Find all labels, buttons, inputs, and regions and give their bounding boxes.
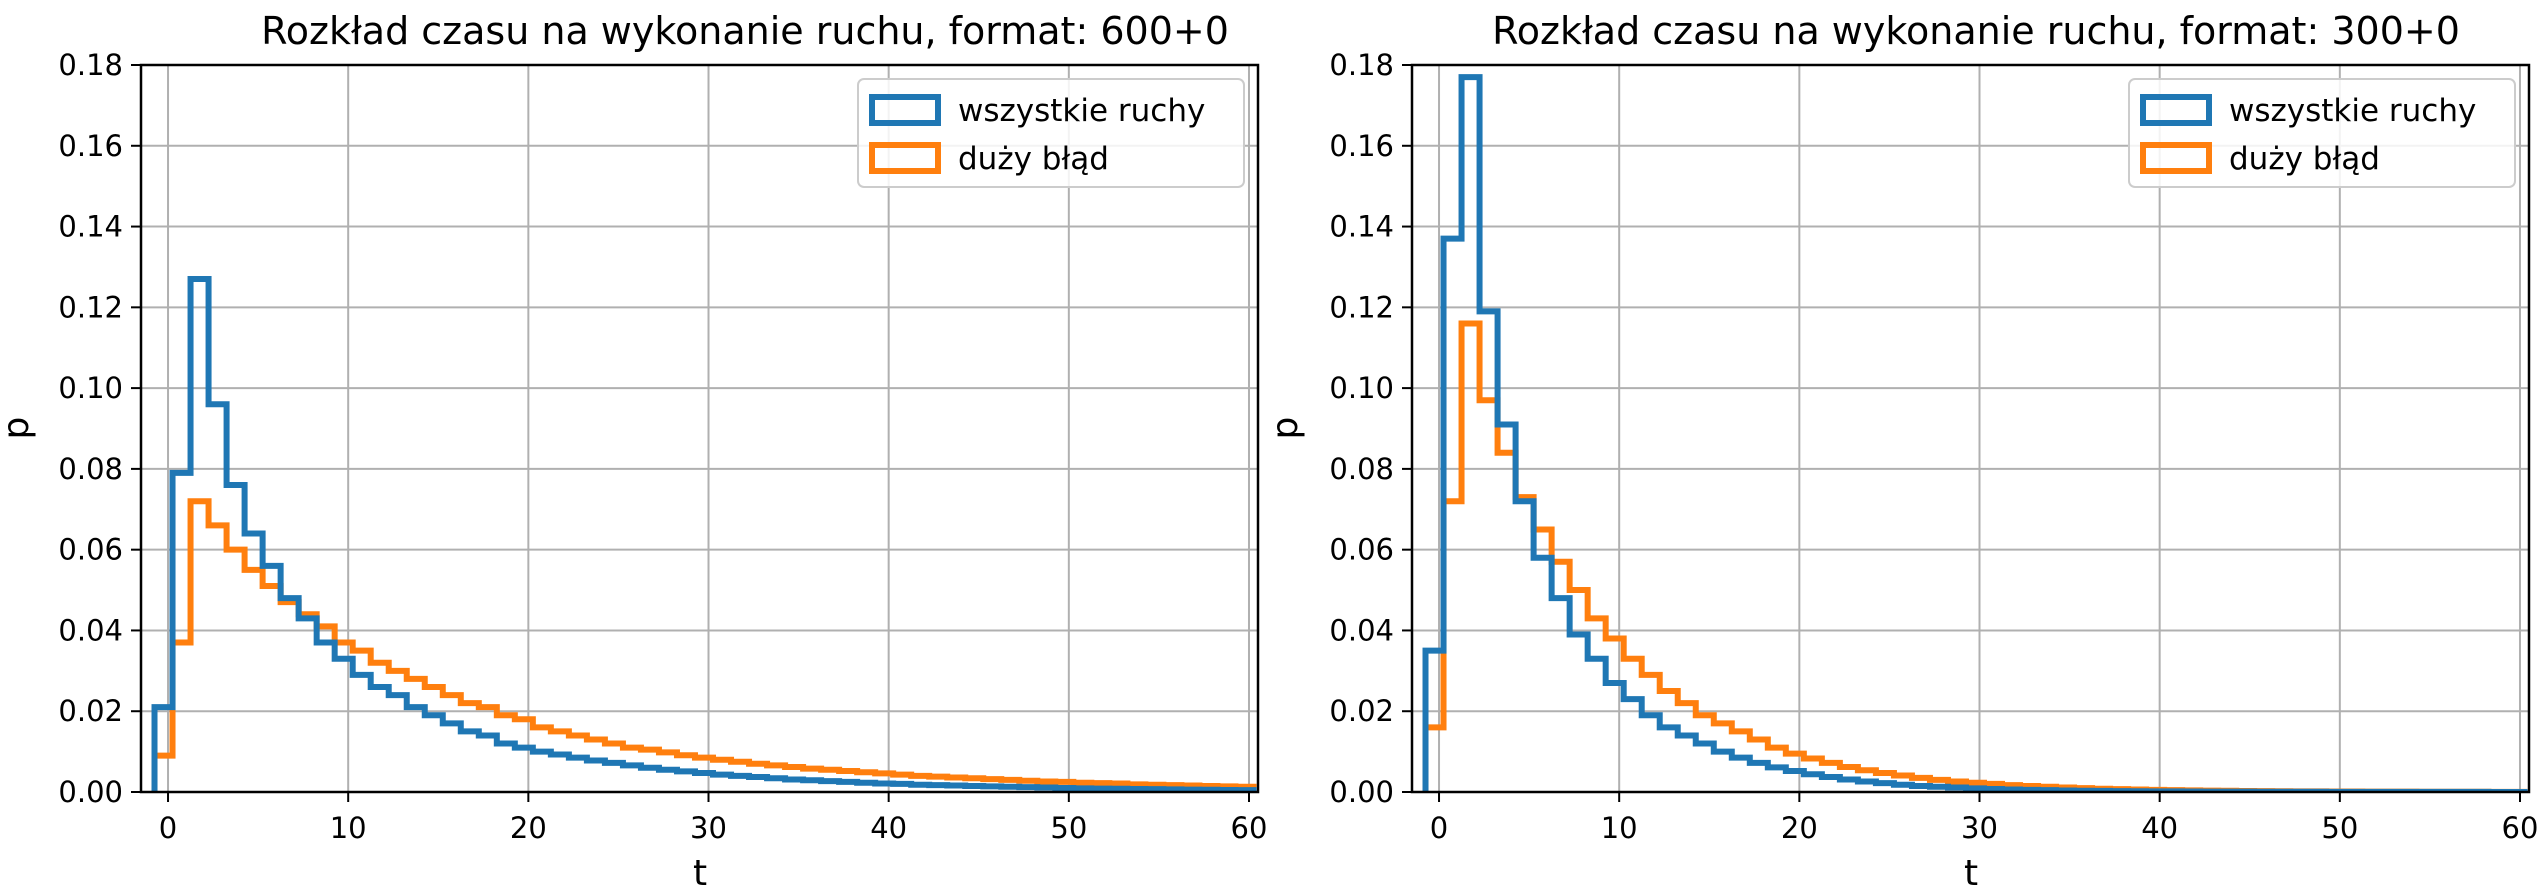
y-tick-label: 0.00 [1329, 775, 1394, 809]
x-tick-label: 0 [1430, 811, 1448, 845]
axes-frame [139, 63, 1260, 794]
x-tick-label: 10 [330, 811, 367, 845]
legend: wszystkie ruchy duży błąd [2128, 78, 2516, 188]
x-tick-label: 30 [1961, 811, 1998, 845]
legend-swatch [869, 94, 941, 126]
y-tick-label: 0.06 [58, 533, 123, 567]
y-tick-label: 0.08 [1329, 452, 1394, 486]
chart-title: Rozkład czasu na wykonanie ruchu, format… [261, 9, 1229, 53]
y-tick-label: 0.16 [58, 129, 123, 163]
y-tick-label: 0.16 [1329, 129, 1394, 163]
x-tick-label: 40 [870, 811, 907, 845]
axes-frame [1410, 63, 2531, 794]
x-tick-label: 20 [510, 811, 547, 845]
x-tick-label: 20 [1781, 811, 1818, 845]
y-tick-label: 0.18 [1329, 48, 1394, 82]
legend-label: wszystkie ruchy [958, 93, 1205, 129]
y-tick-label: 0.10 [58, 371, 123, 405]
chart-panel-600: Rozkład czasu na wykonanie ruchu, format… [0, 9, 1268, 894]
x-tick-label: 10 [1601, 811, 1638, 845]
x-tick-label: 30 [690, 811, 727, 845]
legend: wszystkie ruchy duży błąd [857, 78, 1245, 188]
histogram-step-wszystkie-ruchy [151, 276, 1257, 792]
legend-label: duży błąd [2229, 141, 2380, 177]
chart-title: Rozkład czasu na wykonanie ruchu, format… [1492, 9, 2460, 53]
y-tick-label: 0.14 [58, 210, 123, 244]
legend-swatch [2140, 142, 2212, 174]
y-tick-label: 0.14 [1329, 210, 1394, 244]
y-tick-label: 0.18 [58, 48, 123, 82]
legend-label: wszystkie ruchy [2229, 93, 2476, 129]
x-axis-label: t [693, 853, 707, 890]
legend-label: duży błąd [958, 141, 1109, 177]
y-tick-label: 0.10 [1329, 371, 1394, 405]
x-axis-ticks: 0 10 20 30 40 50 60 [1430, 792, 2539, 845]
y-axis-label: p [1265, 417, 1306, 440]
y-tick-label: 0.02 [1329, 694, 1394, 728]
legend-swatch [2140, 94, 2212, 126]
x-tick-label: 50 [2321, 811, 2358, 845]
y-tick-label: 0.12 [1329, 290, 1394, 324]
x-axis-ticks: 0 10 20 30 40 50 60 [159, 792, 1268, 845]
y-tick-label: 0.12 [58, 290, 123, 324]
y-tick-label: 0.04 [58, 613, 123, 647]
y-tick-label: 0.02 [58, 694, 123, 728]
x-tick-label: 40 [2141, 811, 2178, 845]
x-axis-label: t [1964, 853, 1978, 890]
x-tick-label: 60 [1231, 811, 1268, 845]
legend-box [2128, 78, 2516, 188]
x-tick-label: 50 [1050, 811, 1087, 845]
y-tick-label: 0.08 [58, 452, 123, 486]
x-tick-label: 0 [159, 811, 177, 845]
y-axis-ticks: 0.00 0.02 0.04 0.06 0.08 0.10 0.12 0.14 0.16 0.18 [58, 48, 141, 809]
y-tick-label: 0.00 [58, 775, 123, 809]
y-axis-label: p [0, 417, 37, 440]
legend-swatch [869, 142, 941, 174]
y-tick-label: 0.04 [1329, 613, 1394, 647]
histogram-step-duzy-blad [151, 498, 1257, 792]
y-axis-ticks: 0.00 0.02 0.04 0.06 0.08 0.10 0.12 0.14 0.16 0.18 [1329, 48, 1412, 809]
chart-panel-300: Rozkład czasu na wykonanie ruchu, format… [1265, 9, 2539, 894]
y-tick-label: 0.06 [1329, 533, 1394, 567]
histogram-step-duzy-blad [1422, 320, 2528, 792]
legend-box [857, 78, 1245, 188]
x-tick-label: 60 [2502, 811, 2539, 845]
